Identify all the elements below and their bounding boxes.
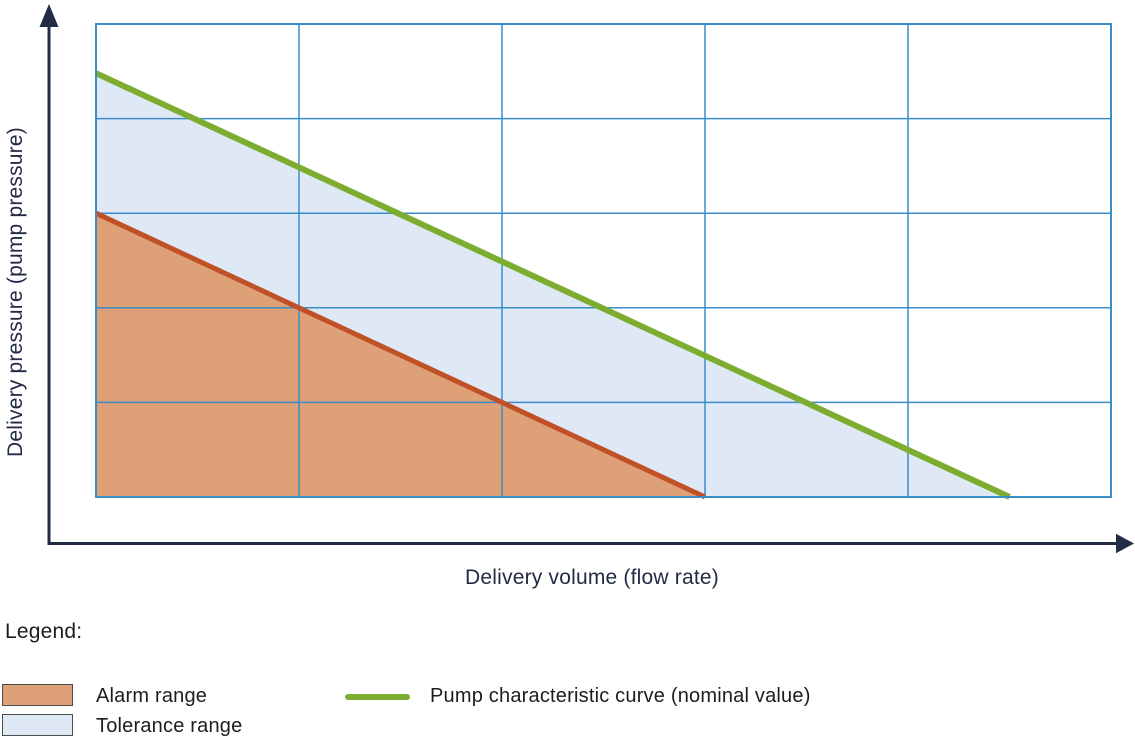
tolerance-range-swatch (2, 714, 73, 736)
x-axis-label: Delivery volume (flow rate) (465, 566, 719, 589)
chart-curves (94, 70, 1011, 500)
pump-curve-chart (39, 4, 1134, 554)
tolerance-range-label: Tolerance range (96, 715, 243, 737)
alarm-range-label: Alarm range (96, 685, 208, 707)
y-axis-label: Delivery pressure (pump pressure) (4, 127, 27, 457)
nominal-curve-label: Pump characteristic curve (nominal value… (430, 685, 811, 707)
legend-title: Legend: (5, 620, 83, 643)
y-axis (39, 4, 59, 545)
x-axis-arrowhead (1116, 533, 1134, 554)
plot-border (95, 23, 1112, 498)
pump-characteristic-curve-nominal-value (94, 70, 1011, 500)
alarm-range-swatch (2, 684, 73, 706)
alarm-range-boundary (94, 210, 707, 500)
x-axis (47, 533, 1134, 554)
nominal-curve-swatch (345, 694, 410, 700)
y-axis-arrowhead (39, 4, 59, 27)
